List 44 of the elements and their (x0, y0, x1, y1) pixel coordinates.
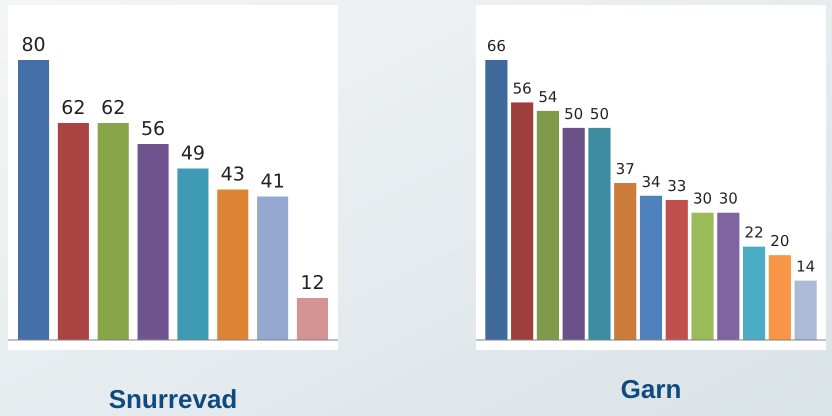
bar (257, 196, 288, 340)
bar (58, 123, 89, 340)
bar (511, 102, 534, 340)
text: Snurrevad (108, 384, 238, 414)
data-label: 30 (718, 190, 738, 208)
data-label: 22 (744, 224, 764, 242)
data-label: 66 (486, 37, 506, 55)
bar (562, 128, 585, 340)
bar (691, 212, 714, 340)
text: Garn (620, 374, 682, 404)
bar (717, 212, 740, 340)
data-label: 33 (667, 177, 686, 195)
bar (768, 255, 791, 340)
bar (743, 246, 766, 340)
data-label: 56 (512, 79, 532, 98)
bar (177, 168, 208, 340)
data-label: 41 (260, 170, 285, 192)
bar (588, 128, 611, 340)
bar (794, 280, 817, 340)
data-label: 43 (220, 164, 245, 186)
data-label: 14 (796, 258, 816, 276)
data-label: 12 (300, 272, 325, 294)
data-label: 50 (564, 104, 584, 123)
bar (98, 123, 129, 340)
bar (640, 196, 662, 340)
data-label: 54 (538, 88, 558, 106)
bar (18, 60, 50, 340)
data-label: 50 (590, 104, 610, 123)
data-label: 37 (616, 160, 635, 178)
bar (296, 298, 328, 340)
bar (217, 190, 248, 340)
bar (536, 110, 559, 340)
data-label: 30 (692, 190, 712, 208)
bar (485, 60, 508, 340)
data-label: 49 (180, 142, 206, 164)
data-label: 80 (21, 34, 46, 56)
bar (666, 200, 688, 340)
data-label: 62 (101, 97, 126, 119)
data-label: 20 (770, 232, 790, 250)
bar (614, 183, 636, 340)
data-label: 56 (140, 118, 166, 140)
data-label: 34 (641, 172, 661, 191)
bar (138, 144, 169, 340)
data-label: 62 (61, 97, 86, 119)
